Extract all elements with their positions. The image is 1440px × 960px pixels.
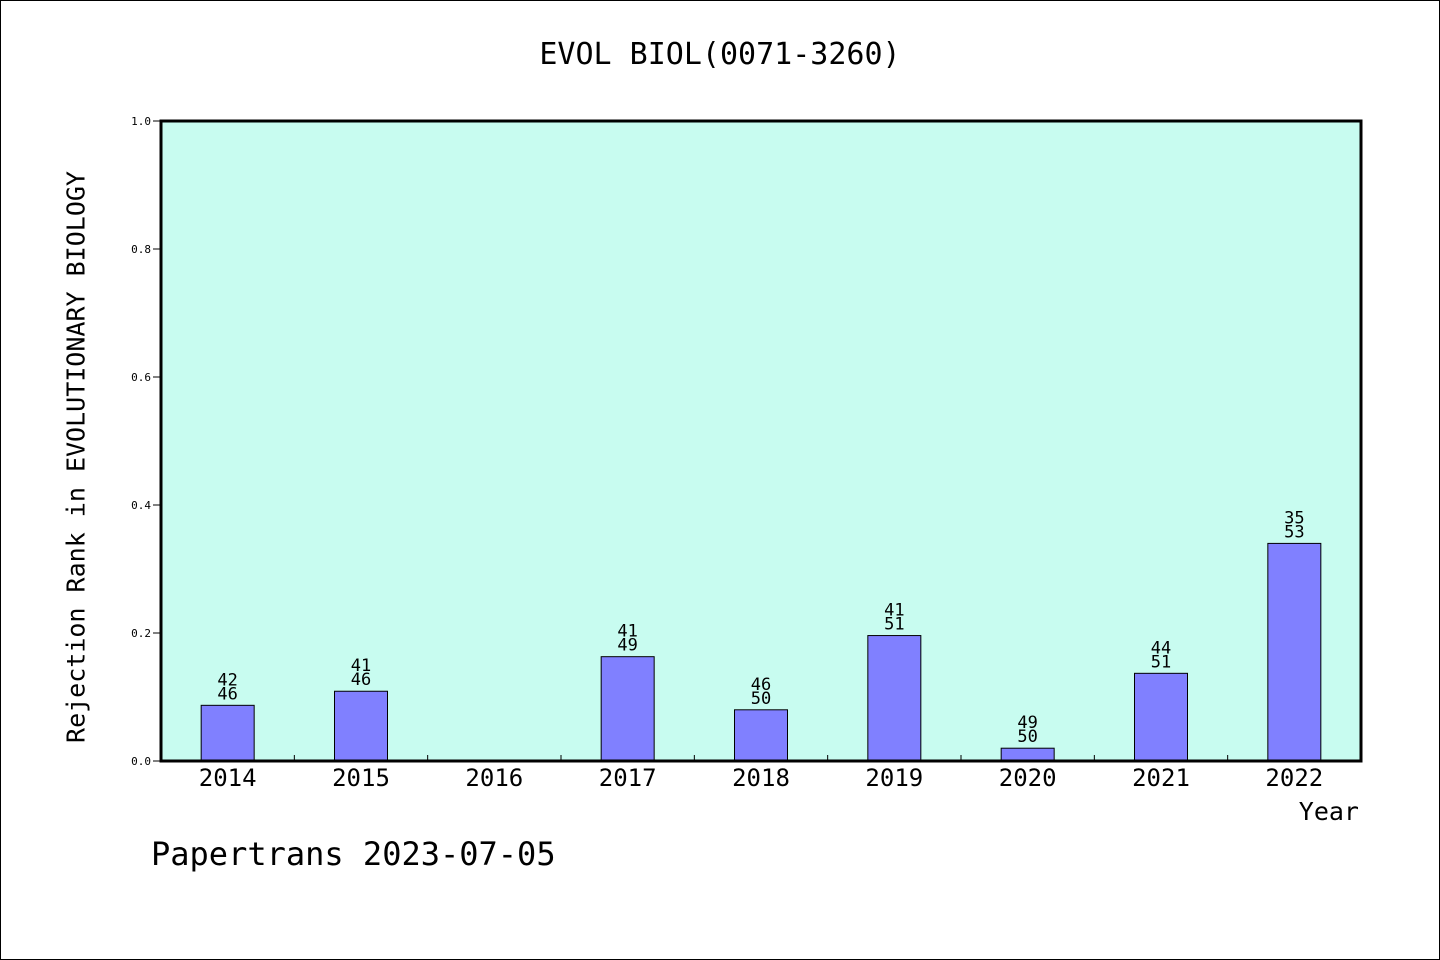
x-tick-label: 2022 bbox=[1265, 764, 1323, 792]
y-tick-label: 0.8 bbox=[131, 243, 151, 256]
bar-2018 bbox=[734, 709, 788, 762]
bar-label-bottom: 50 bbox=[751, 689, 771, 709]
bar-label-bottom: 51 bbox=[1151, 652, 1171, 672]
bar-2022 bbox=[1267, 542, 1322, 762]
bar-label-top: 41 bbox=[351, 656, 371, 676]
bar-label-top: 46 bbox=[751, 675, 771, 695]
bar-2015 bbox=[334, 690, 388, 762]
bar-label-top: 49 bbox=[1017, 713, 1037, 733]
x-tick-label: 2015 bbox=[332, 764, 390, 792]
bar-2014 bbox=[200, 704, 255, 762]
plot-area bbox=[161, 121, 1361, 761]
bar-label-bottom: 46 bbox=[351, 670, 371, 690]
plot-frame bbox=[159, 119, 1363, 763]
x-axis-label: Year bbox=[1298, 797, 1359, 826]
bar-label-bottom: 49 bbox=[617, 636, 637, 656]
y-axis-label: Rejection Rank in EVOLUTIONARY BIOLOGY bbox=[61, 171, 91, 743]
x-tick-label: 2018 bbox=[732, 764, 790, 792]
x-tick-label: 2020 bbox=[999, 764, 1057, 792]
x-tick-label: 2014 bbox=[199, 764, 257, 792]
bar-label-top: 42 bbox=[217, 670, 237, 690]
x-tick-label: 2017 bbox=[599, 764, 657, 792]
x-tick-label: 2016 bbox=[465, 764, 523, 792]
x-tick-label: 2019 bbox=[865, 764, 923, 792]
bar-label-bottom: 46 bbox=[217, 684, 237, 704]
y-tick-label: 0.0 bbox=[131, 755, 151, 768]
x-tick-label: 2021 bbox=[1132, 764, 1190, 792]
bar-label-bottom: 51 bbox=[884, 615, 904, 635]
bar-label-top: 41 bbox=[884, 601, 904, 621]
bar-2020 bbox=[1000, 747, 1055, 762]
y-tick-label: 0.2 bbox=[131, 627, 151, 640]
y-tick-label: 1.0 bbox=[131, 115, 151, 128]
bar-label-top: 35 bbox=[1284, 508, 1304, 528]
bar-label-bottom: 50 bbox=[1017, 727, 1037, 747]
bar-label-top: 44 bbox=[1151, 638, 1171, 658]
bar-label-top: 41 bbox=[617, 622, 637, 642]
chart-title: EVOL BIOL(0071-3260) bbox=[539, 37, 901, 72]
bar-2021 bbox=[1134, 672, 1188, 762]
bar-label-bottom: 53 bbox=[1284, 522, 1304, 542]
footer-credit: Papertrans 2023-07-05 bbox=[151, 835, 556, 873]
y-tick-label: 0.6 bbox=[131, 371, 151, 384]
bar-2019 bbox=[867, 635, 922, 762]
y-tick-label: 0.4 bbox=[131, 499, 151, 512]
bar-2017 bbox=[600, 656, 655, 762]
